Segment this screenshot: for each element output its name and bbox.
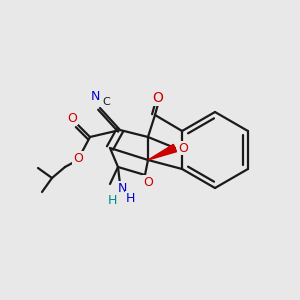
Text: H: H <box>107 194 117 206</box>
Text: O: O <box>73 152 83 164</box>
Text: O: O <box>67 112 77 124</box>
Polygon shape <box>148 144 177 160</box>
Text: O: O <box>153 91 164 105</box>
Text: C: C <box>102 97 110 107</box>
Text: H: H <box>125 191 135 205</box>
Text: O: O <box>178 142 188 154</box>
Text: O: O <box>143 176 153 188</box>
Text: N: N <box>90 91 100 103</box>
Text: N: N <box>118 182 128 194</box>
